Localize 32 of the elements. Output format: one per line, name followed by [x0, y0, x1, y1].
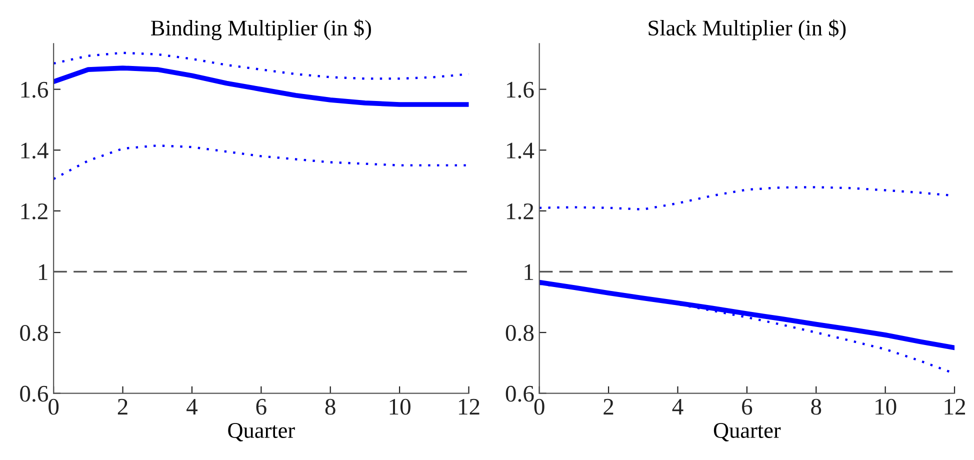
x-axis-title: Quarter: [228, 423, 295, 442]
y-tick-label: 1.4: [507, 142, 534, 159]
x-tick-label: 0: [48, 398, 59, 415]
chart-title: Binding Multiplier (in $): [151, 19, 371, 40]
x-tick-label: 10: [390, 398, 410, 415]
x-tick-label: 2: [118, 398, 128, 415]
y-tick-label: 0.8: [506, 324, 534, 342]
chart-title: Slack Multiplier (in $): [648, 19, 846, 40]
y-tick-label: 1.4: [21, 142, 48, 159]
x-tick-label: 4: [186, 399, 198, 415]
y-tick-label: 1.6: [507, 82, 534, 98]
y-tick-label: 1: [38, 264, 48, 280]
x-tick-label: 6: [742, 398, 752, 415]
line-series: [54, 144, 469, 180]
line-series: [54, 66, 469, 107]
x-tick-label: 12: [459, 398, 480, 415]
x-tick-label: 8: [325, 398, 336, 415]
y-tick-label: 0.8: [20, 324, 48, 342]
y-tick-label: 1.6: [21, 82, 48, 98]
x-tick-label: 2: [604, 398, 614, 415]
y-tick-label: 0.6: [20, 386, 48, 402]
y-tick-label: 1.2: [507, 203, 534, 220]
y-tick-label: 1.2: [21, 203, 48, 220]
x-axis-title: Quarter: [714, 423, 781, 442]
x-tick-label: 8: [811, 398, 822, 415]
x-tick-label: 12: [944, 398, 966, 415]
x-tick-label: 10: [876, 398, 896, 415]
y-tick-label: 0.6: [506, 386, 534, 402]
x-tick-label: 4: [672, 399, 684, 415]
x-tick-label: 6: [256, 398, 266, 415]
x-tick-label: 0: [534, 398, 544, 415]
y-tick-label: 1: [524, 264, 534, 280]
